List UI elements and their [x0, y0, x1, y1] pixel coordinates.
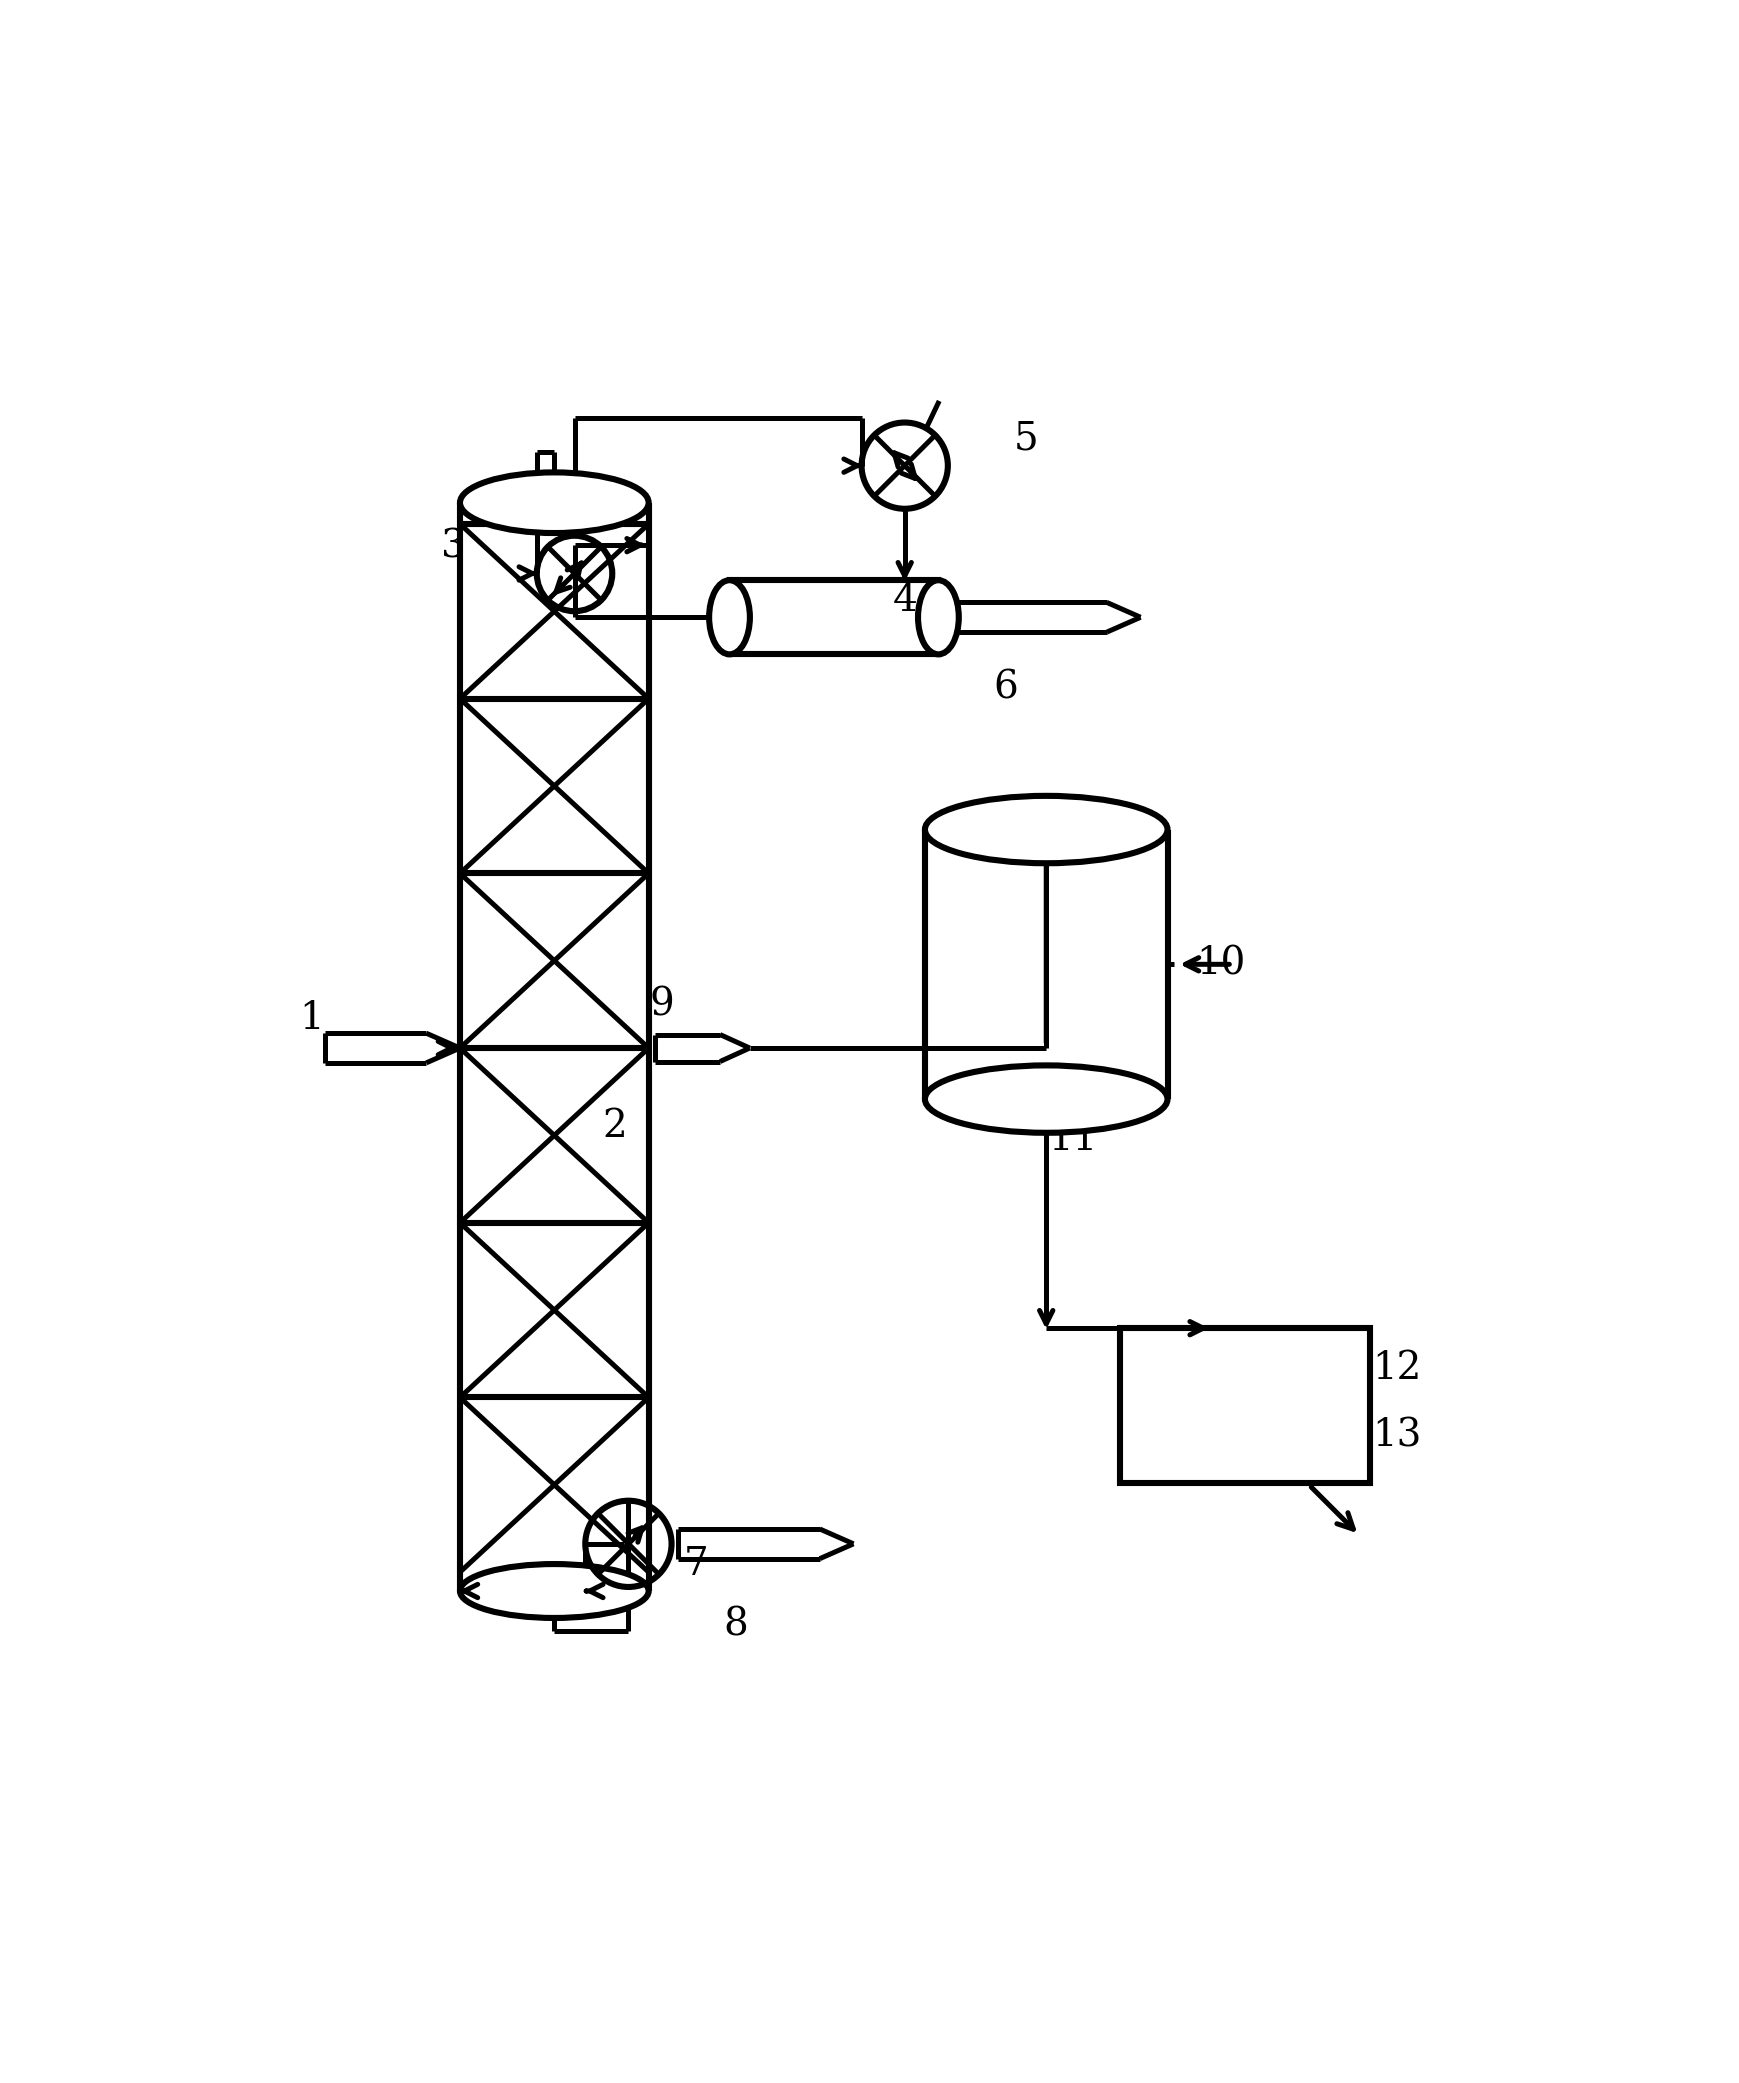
Ellipse shape — [925, 1064, 1167, 1133]
Text: 2: 2 — [603, 1108, 628, 1144]
Text: 12: 12 — [1372, 1350, 1421, 1387]
Ellipse shape — [459, 1564, 649, 1618]
Text: 10: 10 — [1196, 946, 1247, 983]
Text: 5: 5 — [1014, 421, 1038, 456]
Ellipse shape — [710, 581, 750, 654]
Text: 6: 6 — [993, 669, 1017, 706]
Text: 4: 4 — [892, 581, 916, 619]
Ellipse shape — [459, 473, 649, 533]
Text: 8: 8 — [723, 1606, 748, 1643]
Bar — [1120, 1329, 1370, 1483]
Ellipse shape — [925, 796, 1167, 862]
Text: 11: 11 — [1049, 1121, 1097, 1158]
Text: 3: 3 — [442, 527, 466, 564]
Text: 9: 9 — [650, 985, 675, 1023]
Text: 13: 13 — [1372, 1419, 1421, 1454]
Bar — [730, 581, 939, 654]
Text: 1: 1 — [299, 1000, 323, 1037]
Ellipse shape — [918, 581, 958, 654]
Text: 7: 7 — [683, 1546, 708, 1583]
